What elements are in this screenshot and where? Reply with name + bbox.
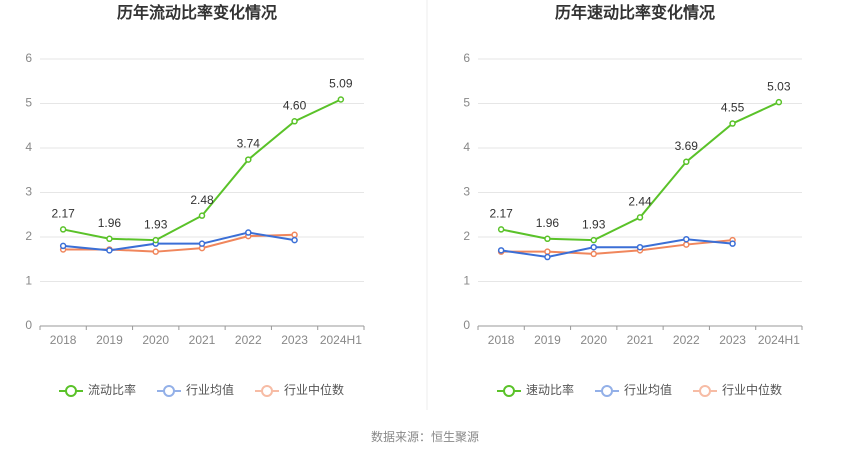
y-tick-label: 3 — [25, 185, 32, 199]
x-tick-label: 2019 — [96, 333, 123, 347]
point — [683, 241, 690, 248]
value-label: 4.55 — [721, 101, 745, 115]
series-line — [501, 238, 733, 259]
point — [59, 242, 67, 250]
point — [337, 96, 345, 103]
value-label: 2.44 — [628, 195, 652, 209]
x-tick-label: 2022 — [235, 333, 262, 347]
y-tick-label: 3 — [463, 185, 470, 199]
x-tick-label: 2024H1 — [758, 333, 800, 347]
y-tick-label: 1 — [25, 274, 32, 288]
legend-label: 行业均值 — [624, 382, 672, 397]
point — [590, 243, 597, 251]
y-tick-label: 6 — [25, 51, 32, 65]
series-line — [501, 239, 733, 255]
point — [683, 158, 690, 166]
x-tick-label: 2023 — [281, 333, 308, 347]
legend-symbol — [163, 385, 175, 397]
x-tick-label: 2021 — [627, 333, 654, 347]
y-tick-label: 6 — [463, 51, 470, 65]
point — [544, 235, 551, 243]
value-label: 4.60 — [283, 98, 307, 112]
point — [106, 235, 113, 243]
legend-symbol — [601, 385, 613, 397]
point — [245, 229, 252, 236]
value-label: 1.96 — [98, 216, 122, 230]
point — [544, 248, 551, 255]
point — [729, 240, 736, 247]
y-tick-label: 4 — [463, 140, 470, 154]
value-label: 3.74 — [237, 137, 261, 151]
point — [683, 235, 690, 243]
legend-symbol — [261, 385, 273, 397]
legend-label: 行业中位数 — [284, 382, 344, 397]
y-tick-label: 4 — [25, 140, 32, 154]
value-label: 2.17 — [489, 207, 513, 221]
y-tick-label: 0 — [25, 318, 32, 332]
x-tick-label: 2020 — [142, 333, 169, 347]
point — [106, 247, 113, 254]
y-tick-label: 0 — [463, 318, 470, 332]
point — [198, 240, 206, 247]
value-label: 5.03 — [767, 79, 791, 93]
point — [198, 212, 206, 219]
x-tick-label: 2024H1 — [320, 333, 362, 347]
chart-title: 历年流动比率变化情况 — [117, 3, 277, 22]
point — [152, 236, 159, 244]
x-tick-label: 2018 — [50, 333, 77, 347]
legend-label: 流动比率 — [88, 382, 136, 397]
point — [59, 226, 67, 233]
point — [497, 247, 505, 254]
point — [152, 248, 159, 255]
value-label: 3.69 — [675, 139, 699, 153]
point — [636, 214, 644, 221]
x-tick-label: 2019 — [534, 333, 561, 347]
point — [590, 250, 597, 258]
x-tick-label: 2020 — [580, 333, 607, 347]
y-tick-label: 1 — [463, 274, 470, 288]
legend-label: 速动比率 — [526, 382, 574, 397]
point — [590, 236, 597, 244]
point — [291, 236, 298, 244]
legend-label: 行业中位数 — [722, 382, 782, 397]
value-label: 5.09 — [329, 77, 353, 91]
legend-label: 行业均值 — [186, 382, 234, 397]
y-tick-label: 5 — [463, 96, 470, 110]
x-tick-label: 2021 — [189, 333, 216, 347]
point — [245, 156, 252, 163]
point — [544, 253, 551, 261]
point — [775, 98, 783, 106]
y-tick-label: 2 — [25, 229, 32, 243]
legend-symbol — [699, 385, 711, 397]
point — [291, 231, 298, 239]
point — [729, 120, 736, 127]
value-label: 1.93 — [582, 217, 606, 231]
value-label: 2.48 — [190, 193, 214, 207]
value-label: 1.93 — [144, 217, 168, 231]
y-tick-label: 2 — [463, 229, 470, 243]
x-tick-label: 2018 — [488, 333, 515, 347]
series-line — [63, 231, 295, 252]
point — [497, 226, 505, 233]
source: 数据来源：恒生聚源 — [371, 429, 479, 444]
x-tick-label: 2022 — [673, 333, 700, 347]
legend-symbol — [65, 385, 77, 397]
value-label: 2.17 — [51, 207, 75, 221]
value-label: 1.96 — [536, 216, 560, 230]
x-tick-label: 2023 — [719, 333, 746, 347]
y-tick-label: 5 — [25, 96, 32, 110]
chart-title: 历年速动比率变化情况 — [555, 3, 715, 22]
legend-symbol — [503, 385, 515, 397]
point — [636, 243, 644, 251]
point — [291, 118, 298, 125]
